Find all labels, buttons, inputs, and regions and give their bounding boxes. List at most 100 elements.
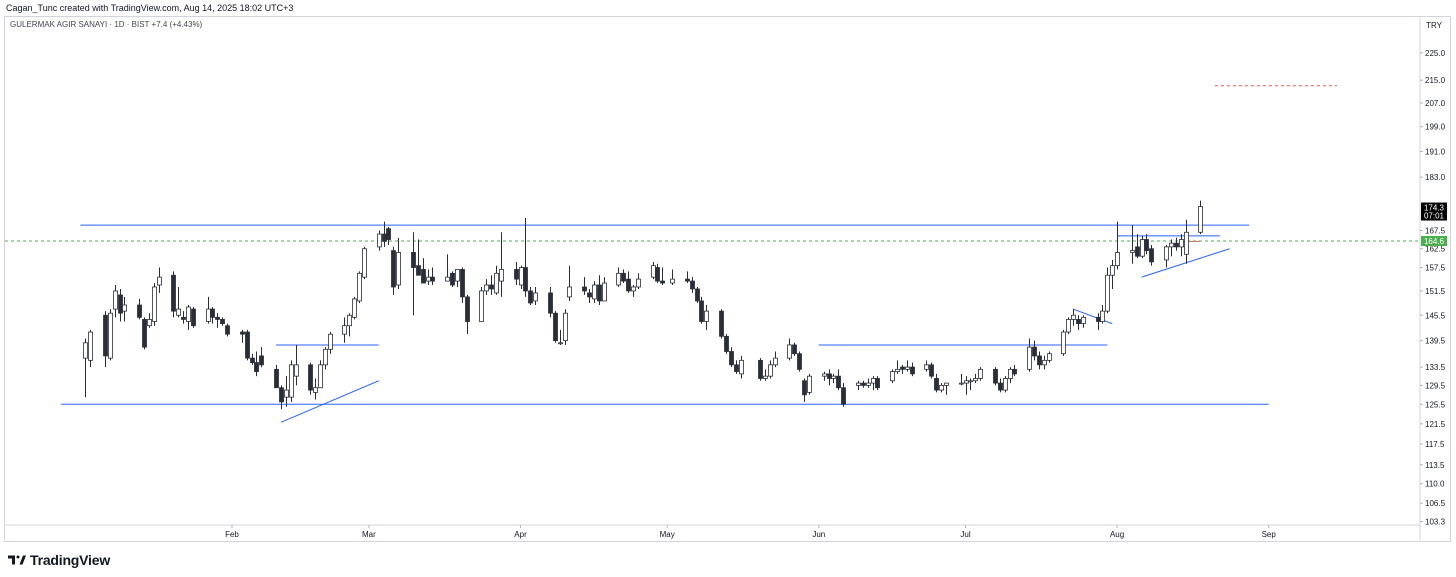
candle [602,277,607,302]
candle-body [558,342,563,345]
candle-body [484,284,489,292]
candle [220,317,225,326]
candle-body [841,387,846,405]
candle [1184,219,1189,264]
candle-body [323,348,328,366]
candle-body [294,364,299,377]
candle [1164,245,1169,268]
candle-body [831,375,836,379]
candle-body [797,353,802,370]
candle [636,273,641,289]
candle-body [929,364,934,377]
candle-body [528,290,533,304]
price-tick-label: 151.5 [1425,287,1446,296]
candle [695,286,700,303]
candle [822,371,827,381]
candle-body [215,316,220,320]
candle-body [802,380,807,396]
candle [993,367,998,386]
candle [103,311,108,368]
candle [567,265,572,301]
candle [137,298,142,320]
candle-body [254,362,259,373]
candle-body [519,267,524,286]
candle [1003,376,1008,393]
candle-body [563,312,568,342]
candle-body [279,387,284,403]
candle [426,269,431,286]
candle [1042,355,1047,370]
tradingview-brand[interactable]: TradingView [8,552,110,568]
candle [113,285,118,318]
candle [523,218,528,297]
candle-body [1096,316,1101,322]
candle-body [924,364,929,370]
price-tick-label: 145.5 [1425,311,1446,320]
candle-body [460,269,465,298]
candle-body [993,368,998,384]
symbol-info[interactable]: GULERMAK AGIR SANAYI · 1D · BIST +7.4 (+… [10,20,203,29]
candle [890,369,895,384]
candle [528,286,533,306]
candle-body [494,272,499,294]
candle-body [964,380,969,384]
candle [318,360,323,389]
candle [1144,234,1149,255]
candle [1179,234,1184,257]
candle [83,338,88,398]
candle [142,317,147,350]
candle-body [621,272,626,282]
candle [827,369,832,386]
candle [773,351,778,368]
candle [328,332,333,354]
candle [308,362,313,395]
candle [152,283,157,326]
candle-body [259,355,264,366]
candle [1105,267,1110,314]
candle-body [807,375,812,393]
candle [787,338,792,361]
candle [597,275,602,306]
candle-body [445,276,450,282]
candle-body [1032,346,1037,357]
candle-body [660,280,665,284]
currency-label[interactable]: TRY [1426,21,1442,30]
candle-body [103,314,108,357]
candle [729,347,734,368]
candle-body [450,272,455,286]
rising-trendline-march [280,380,379,423]
candle [871,376,876,391]
candle [450,271,455,287]
candle [1071,309,1076,326]
candle [430,267,435,286]
candle [631,285,636,297]
drawings-layer [5,17,1421,541]
candle [122,296,127,322]
candle-body [245,331,250,359]
time-tick-label: Feb [225,530,239,539]
candle-body [142,319,147,348]
candle-body [250,357,255,363]
candle-body [602,282,607,302]
candle [734,360,739,374]
candle-body [411,252,416,268]
candle [357,271,362,303]
candle-body [396,252,401,286]
candle [157,267,162,293]
candle-body [284,389,289,398]
candle [944,382,949,395]
candle-body [1076,319,1081,324]
candle [1037,351,1042,370]
candle-body [1081,316,1086,324]
candle-body [1110,265,1115,276]
candle-body [768,364,773,377]
candle [1061,329,1066,356]
candle-body [827,373,832,379]
candle [279,385,284,410]
candle [792,342,797,356]
candle-body [685,278,690,282]
candle [831,373,836,384]
candle-body [651,265,656,278]
candle [690,277,695,293]
